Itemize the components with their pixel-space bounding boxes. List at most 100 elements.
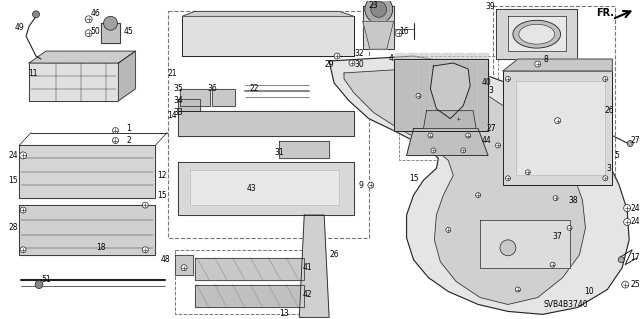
Polygon shape (419, 85, 428, 92)
Polygon shape (406, 68, 417, 75)
Polygon shape (329, 56, 629, 315)
Polygon shape (424, 111, 476, 129)
Polygon shape (478, 108, 488, 115)
Polygon shape (466, 69, 476, 76)
Polygon shape (419, 61, 428, 68)
Polygon shape (406, 76, 417, 83)
Polygon shape (431, 76, 440, 83)
Text: 43: 43 (247, 184, 257, 193)
Circle shape (456, 116, 461, 121)
Polygon shape (19, 205, 156, 255)
Circle shape (113, 128, 118, 134)
Circle shape (446, 227, 451, 233)
Polygon shape (496, 9, 577, 59)
Circle shape (618, 257, 624, 263)
Polygon shape (195, 258, 304, 279)
Polygon shape (395, 93, 404, 100)
Polygon shape (442, 84, 452, 91)
Polygon shape (431, 124, 440, 130)
Circle shape (416, 93, 421, 98)
Polygon shape (442, 85, 452, 92)
Polygon shape (466, 117, 476, 124)
Circle shape (142, 247, 148, 253)
Text: 30: 30 (354, 60, 364, 69)
Polygon shape (363, 21, 394, 49)
Text: 25: 25 (630, 280, 640, 289)
Text: 35: 35 (173, 84, 183, 93)
Polygon shape (454, 77, 464, 84)
Polygon shape (395, 84, 404, 91)
Circle shape (371, 1, 387, 17)
Polygon shape (118, 51, 136, 101)
Text: 49: 49 (14, 23, 24, 32)
Text: 44: 44 (481, 136, 491, 145)
Polygon shape (454, 124, 464, 130)
Circle shape (621, 281, 628, 288)
Polygon shape (442, 69, 452, 76)
Text: 32: 32 (354, 48, 364, 58)
Polygon shape (478, 84, 488, 91)
Polygon shape (454, 85, 464, 92)
Polygon shape (406, 53, 417, 60)
Text: 24: 24 (630, 204, 640, 212)
Polygon shape (466, 61, 476, 68)
Polygon shape (466, 100, 476, 107)
Polygon shape (466, 92, 476, 99)
Polygon shape (419, 101, 428, 108)
Polygon shape (431, 101, 440, 108)
Polygon shape (419, 100, 428, 107)
Circle shape (506, 77, 511, 81)
Polygon shape (478, 100, 488, 107)
Polygon shape (419, 109, 428, 116)
Polygon shape (419, 116, 428, 122)
Polygon shape (406, 129, 488, 155)
Polygon shape (431, 63, 470, 119)
Polygon shape (395, 69, 404, 76)
Polygon shape (395, 109, 404, 116)
Text: 50: 50 (91, 27, 100, 36)
Polygon shape (431, 60, 440, 67)
Polygon shape (478, 93, 488, 100)
Text: 33: 33 (173, 108, 183, 117)
Text: 26: 26 (604, 106, 614, 115)
Polygon shape (406, 77, 417, 84)
Polygon shape (478, 101, 488, 108)
Polygon shape (454, 60, 464, 67)
Polygon shape (466, 93, 476, 100)
Polygon shape (419, 93, 428, 100)
Polygon shape (431, 68, 440, 75)
Polygon shape (431, 117, 440, 124)
Text: 1: 1 (126, 124, 131, 133)
Circle shape (395, 30, 402, 37)
Text: 39: 39 (485, 2, 495, 11)
Text: 2: 2 (126, 136, 131, 145)
Polygon shape (29, 51, 136, 63)
Polygon shape (100, 23, 120, 43)
Polygon shape (175, 255, 193, 275)
Polygon shape (419, 69, 428, 76)
Text: FR.: FR. (596, 8, 614, 18)
Polygon shape (431, 61, 440, 68)
Polygon shape (442, 109, 452, 116)
Polygon shape (431, 100, 440, 107)
Circle shape (535, 61, 541, 67)
Circle shape (20, 152, 27, 159)
Text: 21: 21 (168, 70, 177, 78)
Polygon shape (431, 116, 440, 122)
Polygon shape (480, 220, 570, 268)
Polygon shape (442, 60, 452, 67)
Text: 28: 28 (8, 223, 18, 233)
Polygon shape (454, 84, 464, 91)
Circle shape (181, 265, 187, 271)
Polygon shape (29, 63, 118, 101)
Text: 48: 48 (161, 255, 170, 264)
Polygon shape (478, 76, 488, 83)
Polygon shape (466, 116, 476, 122)
Circle shape (603, 176, 608, 181)
Polygon shape (454, 53, 464, 60)
Polygon shape (442, 76, 452, 83)
Polygon shape (395, 116, 404, 122)
Text: 13: 13 (280, 309, 289, 318)
Polygon shape (478, 60, 488, 67)
Text: 3: 3 (488, 86, 493, 95)
